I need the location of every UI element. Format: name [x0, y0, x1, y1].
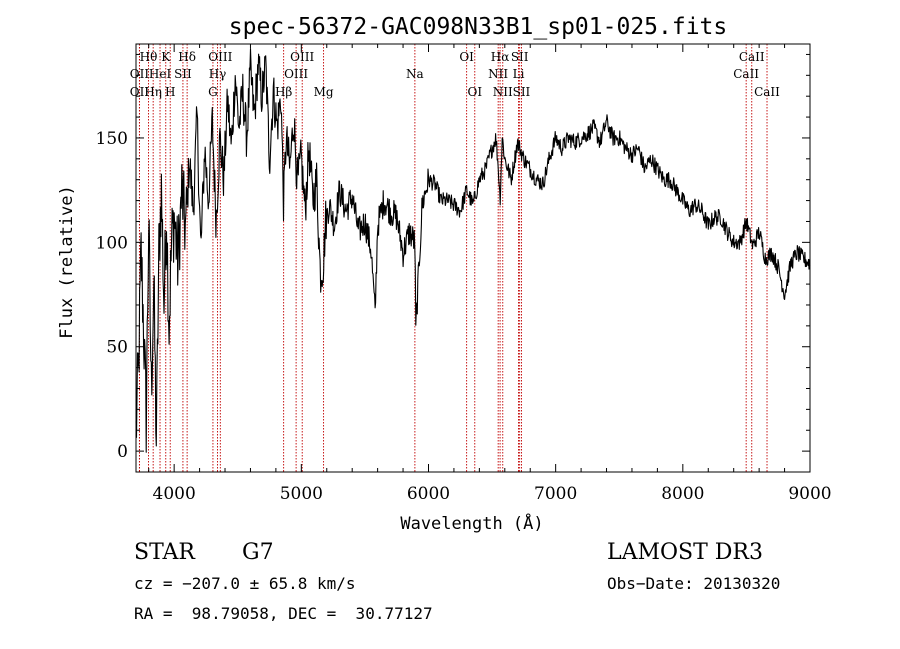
marker-label: OI [467, 85, 482, 99]
survey-name: LAMOST DR3 [607, 540, 763, 565]
marker-label: Hγ [209, 67, 227, 81]
x-tick-label: 7000 [534, 484, 577, 504]
redshift-velocity: cz = −207.0 ± 65.8 km/s [134, 574, 356, 593]
marker-label: Li [513, 67, 525, 81]
line-marker-labels: Hθ OII OII K HeI Hη Hδ SII H OIII Hγ G Hβ OIII OIII Mg N… [130, 50, 780, 99]
marker-label: G [208, 85, 218, 99]
marker-label: NII [493, 85, 513, 99]
marker-label: K [161, 50, 171, 64]
x-tick-label: 8000 [661, 484, 704, 504]
marker-label: Mg [314, 85, 334, 99]
marker-label: SII [513, 85, 531, 99]
marker-label: H [165, 85, 175, 99]
y-axis: 0 50 100 150 [96, 53, 810, 462]
marker-label: OIII [290, 50, 314, 64]
marker-label: SII [174, 67, 192, 81]
y-tick-label: 100 [96, 233, 128, 253]
y-tick-label: 50 [106, 338, 128, 358]
sky-coordinates: RA = 98.79058, DEC = 30.77127 [134, 604, 433, 623]
y-axis-label: Flux (relative) [57, 185, 77, 339]
marker-label: Hη [144, 85, 162, 99]
chart-title: spec-56372-GAC098N33B1_sp01-025.fits [229, 14, 728, 40]
marker-label: OII [130, 85, 150, 99]
marker-label: HeI [149, 67, 172, 81]
marker-label: CaII [733, 67, 759, 81]
marker-label: NII [488, 67, 508, 81]
marker-label: Hβ [275, 85, 292, 99]
marker-label: OIII [208, 50, 232, 64]
marker-label: CaII [754, 85, 780, 99]
marker-label: SII [511, 50, 529, 64]
marker-label: CaII [739, 50, 765, 64]
x-tick-label: 5000 [280, 484, 323, 504]
observation-date: Obs−Date: 20130320 [607, 574, 781, 593]
marker-label: OII [130, 67, 150, 81]
plot-frame [135, 43, 811, 473]
x-tick-label: 9000 [788, 484, 831, 504]
marker-label: Hα [491, 50, 510, 64]
marker-label: Na [406, 67, 424, 81]
x-axis: 4000 5000 6000 7000 8000 9000 [148, 44, 832, 504]
marker-label: Hδ [178, 50, 196, 64]
x-tick-label: 6000 [407, 484, 450, 504]
marker-label: OI [459, 50, 474, 64]
x-tick-label: 4000 [153, 484, 196, 504]
y-tick-label: 150 [96, 129, 128, 149]
spectrum-series-line [135, 48, 811, 453]
y-tick-label: 0 [117, 442, 128, 462]
x-axis-label: Wavelength (Å) [400, 512, 543, 534]
object-class: STAR [134, 540, 195, 565]
marker-label: OIII [284, 67, 308, 81]
object-subclass: G7 [242, 540, 274, 565]
marker-label: Hθ [140, 50, 158, 64]
